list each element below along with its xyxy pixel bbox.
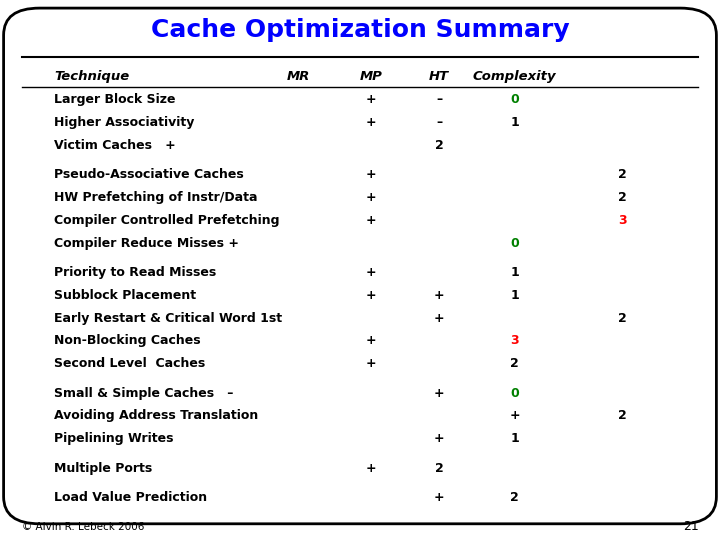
Text: +: + [366, 462, 376, 475]
Text: HT: HT [429, 70, 449, 83]
Text: Small & Simple Caches   –: Small & Simple Caches – [54, 387, 233, 400]
Text: 2: 2 [618, 168, 627, 181]
Text: MP: MP [359, 70, 382, 83]
Text: 2: 2 [435, 462, 444, 475]
Text: +: + [434, 289, 444, 302]
Text: Early Restart & Critical Word 1st: Early Restart & Critical Word 1st [54, 312, 282, 325]
Text: Priority to Read Misses: Priority to Read Misses [54, 266, 216, 279]
Text: Multiple Ports: Multiple Ports [54, 462, 152, 475]
Text: 2: 2 [618, 312, 627, 325]
Text: +: + [366, 289, 376, 302]
Text: 3: 3 [618, 214, 627, 227]
Text: Cache Optimization Summary: Cache Optimization Summary [150, 18, 570, 42]
Text: +: + [434, 491, 444, 504]
Text: –: – [436, 116, 442, 129]
Text: +: + [434, 312, 444, 325]
Text: +: + [366, 357, 376, 370]
Text: © Alvin R. Lebeck 2006: © Alvin R. Lebeck 2006 [22, 522, 144, 531]
Text: Larger Block Size: Larger Block Size [54, 93, 176, 106]
Text: 2: 2 [618, 191, 627, 204]
Text: 1: 1 [510, 266, 519, 279]
Text: +: + [434, 387, 444, 400]
Text: Compiler Controlled Prefetching: Compiler Controlled Prefetching [54, 214, 279, 227]
Text: +: + [366, 168, 376, 181]
Text: 2: 2 [510, 357, 519, 370]
Text: 1: 1 [510, 289, 519, 302]
Text: +: + [366, 334, 376, 347]
Text: Victim Caches   +: Victim Caches + [54, 139, 176, 152]
Text: Pipelining Writes: Pipelining Writes [54, 432, 174, 445]
Text: +: + [366, 266, 376, 279]
Text: +: + [366, 116, 376, 129]
Text: 2: 2 [510, 491, 519, 504]
Text: +: + [366, 93, 376, 106]
Text: 0: 0 [510, 387, 519, 400]
Text: 3: 3 [510, 334, 519, 347]
Text: Non-Blocking Caches: Non-Blocking Caches [54, 334, 201, 347]
Text: 0: 0 [510, 93, 519, 106]
Text: 1: 1 [510, 432, 519, 445]
Text: 21: 21 [683, 520, 698, 533]
Text: Pseudo-Associative Caches: Pseudo-Associative Caches [54, 168, 244, 181]
Text: –: – [436, 93, 442, 106]
Text: Complexity: Complexity [473, 70, 557, 83]
Text: Compiler Reduce Misses +: Compiler Reduce Misses + [54, 237, 239, 249]
Text: Avoiding Address Translation: Avoiding Address Translation [54, 409, 258, 422]
Text: 1: 1 [510, 116, 519, 129]
FancyBboxPatch shape [4, 8, 716, 524]
Text: Load Value Prediction: Load Value Prediction [54, 491, 207, 504]
Text: 2: 2 [618, 409, 627, 422]
Text: +: + [510, 409, 520, 422]
Text: HW Prefetching of Instr/Data: HW Prefetching of Instr/Data [54, 191, 258, 204]
Text: +: + [366, 214, 376, 227]
Text: Technique: Technique [54, 70, 130, 83]
Text: Subblock Placement: Subblock Placement [54, 289, 196, 302]
Text: Higher Associativity: Higher Associativity [54, 116, 194, 129]
Text: +: + [366, 191, 376, 204]
Text: Second Level  Caches: Second Level Caches [54, 357, 205, 370]
Text: 2: 2 [435, 139, 444, 152]
Text: +: + [434, 432, 444, 445]
Text: 0: 0 [510, 237, 519, 249]
Text: MR: MR [287, 70, 310, 83]
